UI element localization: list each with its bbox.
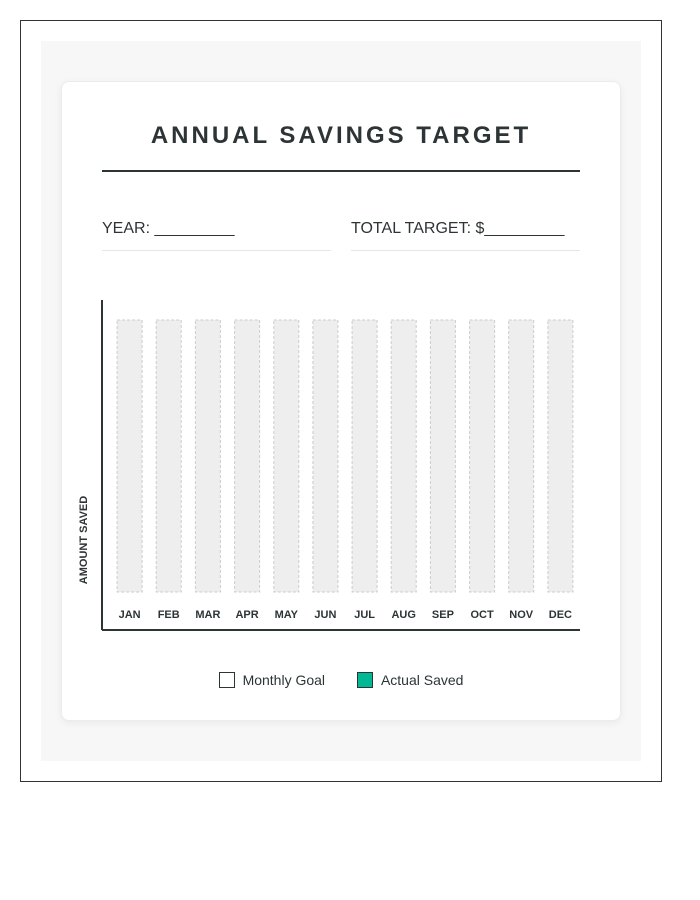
- x-tick-label-jun: JUN: [314, 609, 336, 621]
- x-tick-label-apr: APR: [235, 609, 258, 621]
- savings-card: ANNUAL SAVINGS TARGET YEAR: _________ TO…: [61, 81, 621, 721]
- savings-chart: JAN FEB MAR APR MAY JUN JUL AUG SEP OCT NOV DEC AMO…: [78, 290, 582, 635]
- year-field[interactable]: YEAR: _________: [102, 220, 331, 251]
- total-target-field[interactable]: TOTAL TARGET: $_________: [351, 220, 580, 251]
- bar-oct: [469, 319, 496, 593]
- legend-swatch-actual: [356, 672, 373, 688]
- x-tick-label-mar: MAR: [195, 609, 220, 621]
- x-tick-label-nov: NOV: [509, 609, 534, 621]
- chart-svg: JAN FEB MAR APR MAY JUN JUL AUG SEP OCT NOV DEC: [101, 300, 580, 631]
- legend-item-goal: Monthly Goal: [218, 672, 326, 688]
- x-tick-label-dec: DEC: [549, 609, 572, 621]
- title-divider: [102, 170, 580, 172]
- x-tick-label-jan: JAN: [119, 609, 141, 621]
- page-frame: ANNUAL SAVINGS TARGET YEAR: _________ TO…: [20, 20, 662, 782]
- bar-aug: [390, 319, 417, 593]
- x-tick-label-aug: AUG: [391, 609, 415, 621]
- x-tick-label-jul: JUL: [354, 609, 375, 621]
- bar-sep: [429, 319, 456, 593]
- page-background: ANNUAL SAVINGS TARGET YEAR: _________ TO…: [41, 41, 641, 761]
- y-axis-label: AMOUNT SAVED: [78, 495, 90, 585]
- legend-label-actual: Actual Saved: [380, 672, 464, 688]
- chart-legend: Monthly Goal Actual Saved: [62, 672, 620, 691]
- bar-mar: [194, 319, 221, 593]
- bar-jan: [116, 319, 143, 593]
- x-tick-label-sep: SEP: [432, 609, 454, 621]
- bar-dec: [547, 319, 574, 593]
- legend-label-goal: Monthly Goal: [242, 672, 326, 688]
- bar-may: [273, 319, 300, 593]
- legend-swatch-goal: [218, 672, 235, 688]
- page-title: ANNUAL SAVINGS TARGET: [150, 122, 532, 149]
- bar-nov: [508, 319, 535, 593]
- x-tick-label-may: MAY: [275, 609, 299, 621]
- bar-jul: [351, 319, 378, 593]
- bar-feb: [155, 319, 182, 593]
- bar-jun: [312, 319, 339, 593]
- x-tick-label-feb: FEB: [158, 609, 180, 621]
- legend-item-actual: Actual Saved: [356, 672, 464, 688]
- x-tick-label-oct: OCT: [470, 609, 494, 621]
- bar-apr: [234, 319, 261, 593]
